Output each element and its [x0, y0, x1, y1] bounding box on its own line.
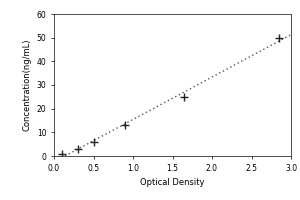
Point [123, 124, 128, 127]
Point [182, 95, 187, 98]
X-axis label: Optical Density: Optical Density [140, 178, 205, 187]
Point [75, 147, 80, 151]
Y-axis label: Concentration(ng/mL): Concentration(ng/mL) [22, 39, 31, 131]
Point [277, 36, 281, 39]
Point [91, 140, 96, 143]
Point [59, 152, 64, 155]
